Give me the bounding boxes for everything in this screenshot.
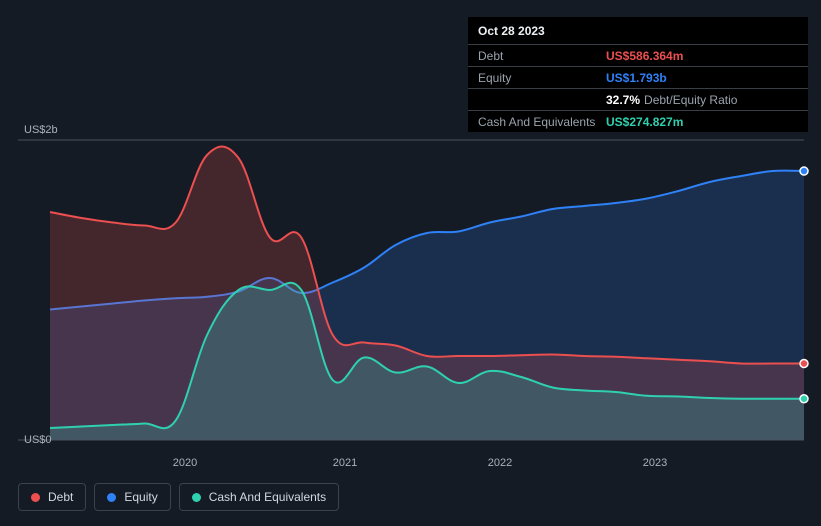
legend-item[interactable]: Cash And Equivalents [179,483,339,511]
legend-dot-icon [107,493,116,502]
x-axis-label: 2022 [488,457,512,469]
x-axis-label: 2023 [643,457,667,469]
y-axis-label: US$2b [24,124,58,136]
end-marker-debt [800,360,808,368]
legend-dot-icon [31,493,40,502]
end-marker-equity [800,167,808,175]
x-axis-label: 2021 [333,457,357,469]
legend-item[interactable]: Debt [18,483,86,511]
legend-label: Debt [48,490,73,504]
chart-plot [0,0,821,526]
legend-item[interactable]: Equity [94,483,170,511]
y-axis-label: US$0 [24,434,52,446]
end-marker-cash [800,395,808,403]
x-axis-label: 2020 [173,457,197,469]
debt-equity-chart-container: { "tooltip": { "date": "Oct 28 2023", "r… [0,0,821,526]
legend-label: Equity [124,490,157,504]
legend-label: Cash And Equivalents [209,490,326,504]
chart-legend: Debt Equity Cash And Equivalents [18,483,339,511]
legend-dot-icon [192,493,201,502]
